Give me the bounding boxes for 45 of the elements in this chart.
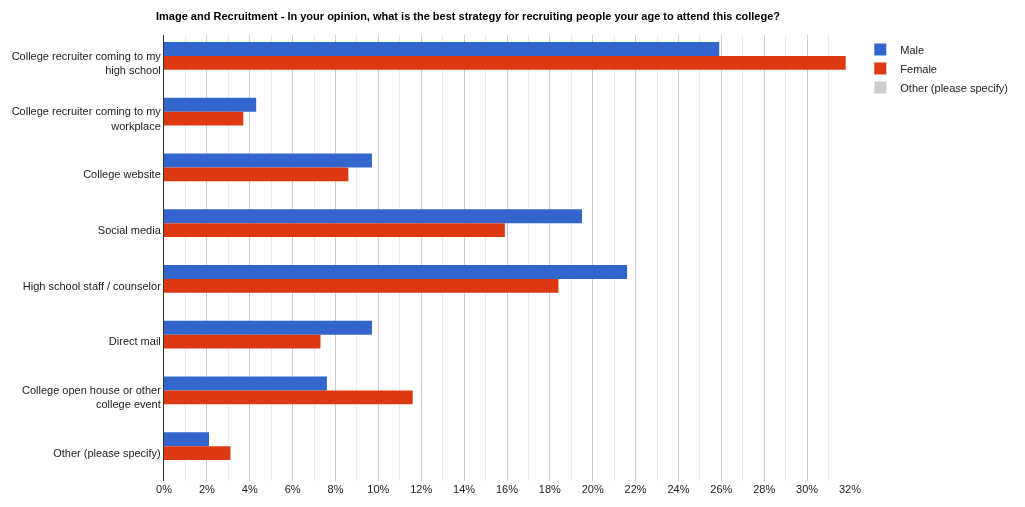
- y-tick-label: College open house or other college event: [21, 384, 162, 411]
- bar: [164, 278, 559, 293]
- y-tick-label: College recruiter coming to my workplace: [11, 105, 162, 132]
- x-tick-label: 22%: [624, 483, 647, 495]
- y-tick-label: High school staff / counselor: [22, 279, 162, 292]
- bar: [164, 153, 372, 168]
- legend-label: Female: [900, 62, 937, 75]
- legend-label: Male: [900, 43, 925, 56]
- chart-title: Image and Recruitment - In your opinion, what is the best strategy for recruiting people your age to attend this college?: [156, 10, 781, 23]
- x-tick-label: 2%: [198, 483, 216, 495]
- y-tick-label: Direct mail: [108, 335, 161, 348]
- x-tick-label: 8%: [327, 483, 344, 495]
- x-tick-label: 30%: [796, 483, 819, 495]
- x-tick-label: 24%: [667, 483, 690, 495]
- bar: [164, 320, 372, 335]
- legend-label: Other (please specify): [900, 81, 1008, 94]
- bar: [164, 223, 505, 238]
- bar: [164, 432, 210, 447]
- x-tick-label: 14%: [453, 483, 476, 495]
- x-tick-label: 10%: [367, 483, 390, 495]
- bar: [164, 446, 231, 461]
- bar: [164, 334, 321, 349]
- bar: [164, 111, 244, 126]
- bar: [164, 41, 720, 56]
- y-tick-label: Social media: [97, 223, 162, 236]
- x-tick-label: 4%: [241, 483, 258, 495]
- x-tick-label: 6%: [284, 483, 301, 495]
- bar: [164, 209, 583, 224]
- y-tick-label: Other (please specify): [53, 446, 161, 459]
- x-tick-label: 32%: [838, 483, 862, 495]
- x-tick-label: 26%: [710, 483, 733, 495]
- x-tick-label: 16%: [495, 483, 519, 495]
- y-tick-label: College recruiter coming to my high school: [11, 49, 162, 76]
- x-tick-label: 20%: [581, 483, 604, 495]
- x-tick-label: 28%: [753, 483, 776, 495]
- x-tick-label: 0%: [156, 483, 173, 495]
- x-tick-label: 12%: [410, 483, 433, 495]
- bar: [164, 264, 628, 279]
- bar: [164, 97, 257, 112]
- bar: [164, 167, 349, 182]
- x-tick-label: 18%: [538, 483, 562, 495]
- y-tick-label: College website: [83, 168, 161, 181]
- bar: [164, 55, 846, 70]
- bar: [164, 390, 413, 405]
- bar: [164, 376, 327, 391]
